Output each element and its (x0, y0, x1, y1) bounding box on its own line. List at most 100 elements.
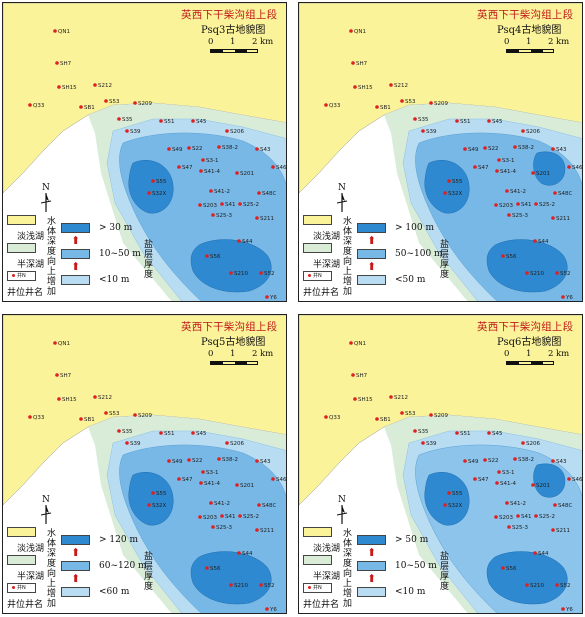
well-dot-s3-1 (497, 158, 501, 162)
well-dot-s51 (455, 431, 459, 435)
well-label-s55: S55 (156, 179, 167, 185)
well-dot-s35 (413, 117, 417, 121)
legend-mid-swatch (357, 561, 386, 571)
well-markers: QN1 SH7 SH15 S212 Q33 SB1 S53 S209 S35 S39 S51 S45 S… (28, 29, 287, 301)
well-label-s41-4: S41-4 (204, 481, 220, 487)
well-dot-icon (308, 274, 311, 277)
well-label-s48c: S48C (262, 191, 276, 197)
well-dot-s211 (551, 216, 555, 220)
well-dot-s53 (104, 99, 108, 103)
well-label-s38-2: S38-2 (222, 145, 238, 151)
well-dot-s43 (551, 147, 555, 151)
well-label-s203: S203 (499, 515, 513, 521)
map-panel-psq4: QN1 SH7 SH15 S212 Q33 SB1 S53 S209 S35 S39 S51 S45 S… (298, 2, 583, 302)
well-label-s45: S45 (196, 431, 207, 437)
legend-well-label: 井位井名 (7, 600, 44, 610)
well-label-sb1: SB1 (84, 417, 95, 423)
dark-blue-depression-west (128, 472, 174, 526)
well-dot-s209 (429, 101, 433, 105)
well-label-s41-2: S41-2 (214, 189, 230, 195)
north-label: N (42, 495, 50, 505)
legend-shallow-swatch (7, 215, 36, 225)
legend-light-swatch (61, 587, 90, 597)
well-dot-s203 (494, 515, 498, 519)
well-dot-s55 (151, 491, 155, 495)
well-label-sh7: SH7 (356, 61, 368, 67)
well-dot-s38-2 (217, 457, 221, 461)
well-dot-s203 (198, 203, 202, 207)
well-dot-s46 (567, 477, 571, 481)
up-arrow-icon: ⬆ (71, 234, 81, 247)
well-label-s53: S53 (405, 99, 416, 105)
well-dot-sh15 (57, 85, 61, 89)
legend-depth-range-mid: 10~50 m (395, 561, 437, 571)
well-label-s32x: S32X (152, 191, 166, 197)
well-label-sb1: SB1 (380, 417, 391, 423)
legend-mid-swatch (61, 561, 90, 571)
well-dot-s22 (483, 458, 487, 462)
well-label-s49: S49 (172, 147, 183, 153)
well-label-s41-4: S41-4 (500, 169, 516, 175)
well-dot-s209 (429, 413, 433, 417)
well-dot-s55 (151, 179, 155, 183)
scale-tick-0: 0 (208, 37, 214, 47)
scale-tick-1: 1 (526, 37, 532, 47)
well-dot-s32x (443, 503, 447, 507)
legend-depth-range-high: > 30 m (99, 223, 133, 233)
well-dot-s56 (501, 566, 505, 570)
well-label-s3-1: S3-1 (206, 470, 218, 476)
scale-tick-2: 2 (548, 37, 554, 47)
well-label-s203: S203 (203, 203, 217, 209)
well-dot-sh15 (57, 397, 61, 401)
well-label-s44: S44 (242, 239, 253, 245)
well-dot-sb1 (79, 417, 83, 421)
well-dot-s39 (421, 441, 425, 445)
well-label-sb1: SB1 (84, 105, 95, 111)
well-label-s41-2: S41-2 (510, 501, 526, 507)
well-label-s32x: S32X (448, 191, 462, 197)
well-dot-s56 (205, 254, 209, 258)
well-dot-s41-4 (495, 481, 499, 485)
well-dot-s35 (413, 429, 417, 433)
legend-deep-swatch (61, 223, 90, 233)
legend-shallow-swatch (303, 527, 332, 537)
well-label-s41-4: S41-4 (500, 481, 516, 487)
well-dot-sb1 (79, 105, 83, 109)
well-label-s206: S206 (230, 441, 244, 447)
up-arrow-icon: ⬆ (71, 572, 81, 585)
scale-tick-0: 0 (504, 37, 510, 47)
well-dot-s43 (551, 459, 555, 463)
well-label-s46: S46 (276, 165, 287, 171)
well-dot-s53 (400, 99, 404, 103)
well-label-s39: S39 (130, 129, 141, 135)
well-dot-s211 (255, 216, 259, 220)
well-label-s212: S212 (394, 83, 408, 89)
legend-well-label: 井位井名 (7, 288, 44, 298)
well-dot-s25-2 (534, 514, 538, 518)
well-dot-s212 (389, 83, 393, 87)
well-dot-s45 (487, 119, 491, 123)
well-markers: QN1 SH7 SH15 S212 Q33 SB1 S53 S209 S35 S39 S51 S45 S… (28, 341, 286, 613)
well-label-s49: S49 (172, 459, 183, 465)
legend-depth-range-mid: 10~50 m (99, 249, 141, 259)
well-dot-s210 (525, 583, 529, 587)
well-label-s206: S206 (526, 441, 540, 447)
well-dot-s51 (159, 431, 163, 435)
scale-unit: km (556, 349, 570, 359)
north-label: N (42, 183, 50, 193)
north-arrow-icon: N (336, 495, 348, 524)
well-dot-s55 (447, 179, 451, 183)
well-label-sh7: SH7 (60, 61, 72, 67)
scale-tick-0: 0 (504, 349, 510, 359)
well-dot-s3-1 (497, 470, 501, 474)
well-dot-s38-2 (217, 145, 221, 149)
well-dot-s35 (117, 117, 121, 121)
well-dot-y6 (561, 607, 565, 611)
well-label-y6: Y6 (269, 607, 277, 613)
well-label-s25-2: S25-2 (243, 514, 259, 520)
scale-tick-1: 1 (230, 349, 236, 359)
well-dot-s3-1 (201, 470, 205, 474)
well-dot-s210 (229, 271, 233, 275)
well-dot-s209 (133, 101, 137, 105)
scale-bar: 0 1 2 km (208, 37, 273, 59)
